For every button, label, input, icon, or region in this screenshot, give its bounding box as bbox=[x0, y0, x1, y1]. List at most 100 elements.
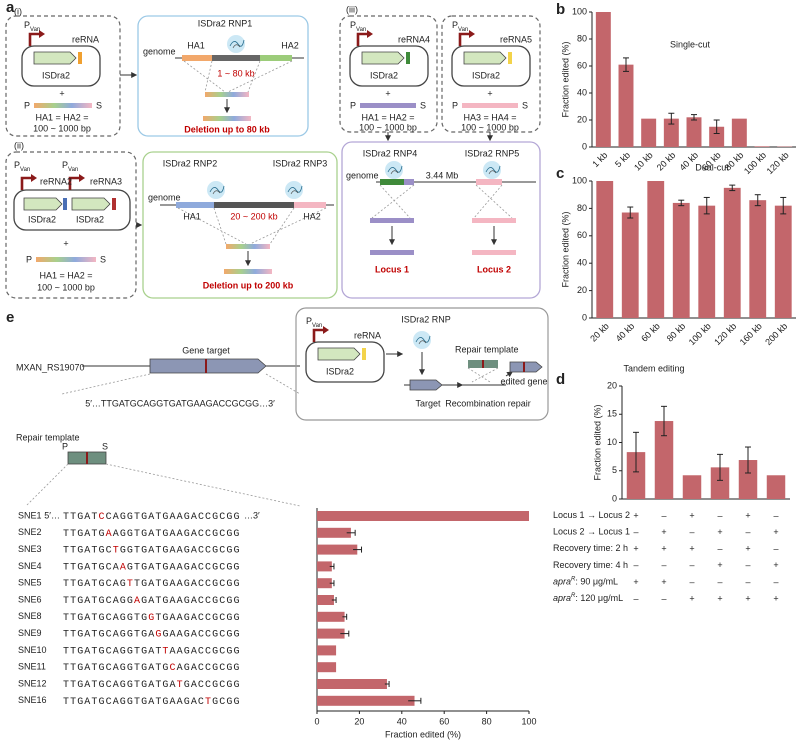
x-tick-label: 40 bbox=[397, 716, 407, 726]
y-tick-label: 60 bbox=[577, 60, 587, 70]
gene-label: ISDra2 bbox=[326, 366, 354, 376]
condition-mark: + bbox=[745, 593, 750, 603]
rna-label: reRNA bbox=[72, 34, 99, 44]
sequence: TTGATGCTGGTGATGAAGACCGCGG bbox=[63, 545, 241, 556]
seq-mutation: T bbox=[162, 646, 169, 657]
seq-mutation: A bbox=[106, 528, 113, 539]
y-tick-label: 40 bbox=[577, 87, 587, 97]
bar bbox=[317, 662, 337, 673]
y-tick-label: 40 bbox=[577, 258, 587, 268]
row-label: SNE1 bbox=[18, 510, 42, 520]
bar bbox=[663, 118, 679, 147]
p-label: P bbox=[62, 441, 68, 451]
result bbox=[224, 269, 272, 274]
ha-label: HA1 = HA2 = bbox=[361, 112, 414, 122]
gene-label: ISDra2 bbox=[28, 214, 56, 224]
promoter: PVan bbox=[306, 316, 322, 328]
condition-label: apra bbox=[553, 593, 571, 603]
seq-part: TGAAGACCGCGG bbox=[155, 612, 240, 623]
y-axis-label: Fraction edited (%) bbox=[560, 41, 570, 117]
gene-label: ISDra2 bbox=[42, 70, 70, 80]
condition-mark: + bbox=[773, 527, 778, 537]
condition-mark: + bbox=[633, 577, 638, 587]
rnp-label: ISDra2 RNP3 bbox=[273, 158, 328, 168]
rnp bbox=[226, 34, 246, 54]
seq-part: TTGATGCAGGTGATG bbox=[63, 663, 170, 674]
bar bbox=[317, 544, 358, 555]
gene-label: ISDra2 bbox=[76, 214, 104, 224]
x-tick-label: 100 bbox=[521, 716, 536, 726]
result bbox=[203, 116, 251, 121]
edited-gene bbox=[509, 361, 543, 373]
bar bbox=[317, 611, 345, 622]
promoter bbox=[20, 176, 32, 190]
bar bbox=[686, 117, 702, 147]
seq-part: GGTGATGAAGACCGCGG bbox=[120, 545, 241, 556]
rnp-label: ISDra2 RNP4 bbox=[363, 148, 418, 158]
x-axis-label: Fraction edited (%) bbox=[385, 729, 461, 739]
seq-part: TTGATGCAGGTG bbox=[63, 612, 148, 623]
deleted bbox=[214, 202, 294, 208]
sequence: TTGATGCAGTTGATGAAGACCGCGG bbox=[63, 579, 241, 590]
p-label: P bbox=[26, 254, 32, 264]
seq-mutation: C bbox=[99, 512, 106, 523]
result-label: Deletion up to 200 kb bbox=[203, 280, 294, 290]
promoter: PVan bbox=[24, 20, 40, 32]
x-tick-label: 60 kb bbox=[639, 321, 662, 344]
seq-mutation: C bbox=[170, 663, 177, 674]
zoom bbox=[25, 463, 301, 507]
seq-part: AGGTGATGAAGACCGCGG bbox=[113, 528, 241, 539]
bar bbox=[317, 561, 332, 572]
plus: + bbox=[63, 238, 68, 248]
condition-mark: – bbox=[661, 510, 666, 520]
sequence: TTGATGCAGGAGATGAAGACCGCGG bbox=[63, 596, 241, 607]
s-label: S bbox=[100, 254, 106, 264]
x-tick-label: 200 kb bbox=[763, 321, 789, 347]
gene bbox=[71, 197, 111, 211]
tag: (iii) bbox=[346, 4, 358, 14]
gene-label: ISDra2 bbox=[370, 70, 398, 80]
y-tick-label: 100 bbox=[572, 6, 587, 16]
bar bbox=[317, 679, 387, 689]
s-label: S bbox=[420, 100, 426, 110]
bar bbox=[709, 126, 725, 147]
x-tick-label: 80 kb bbox=[665, 321, 688, 344]
condition-mark: + bbox=[773, 593, 778, 603]
template bbox=[205, 92, 249, 97]
y-tick-label: 20 bbox=[607, 380, 617, 390]
ha-label: HA1 = HA2 = bbox=[35, 112, 88, 122]
condition-mark: – bbox=[773, 577, 778, 587]
promoter: PVan bbox=[350, 20, 366, 32]
panel-label: a bbox=[6, 0, 15, 16]
genome-label: genome bbox=[148, 192, 181, 202]
condition-mark: + bbox=[633, 510, 638, 520]
seq-part: AAGACCGCGG bbox=[170, 646, 241, 657]
x-tick-label: 20 bbox=[354, 716, 364, 726]
condition-sup: R bbox=[571, 576, 576, 582]
locus bbox=[476, 179, 502, 185]
bar bbox=[738, 460, 758, 499]
tag: (ii) bbox=[14, 140, 24, 150]
bar bbox=[682, 475, 702, 499]
condition-sup: R bbox=[571, 593, 576, 599]
condition-mark: + bbox=[661, 527, 666, 537]
p-label: P bbox=[452, 100, 458, 110]
condition-mark: + bbox=[773, 560, 778, 570]
box bbox=[441, 15, 541, 133]
condition-label: : 90 μg/mL bbox=[575, 577, 618, 587]
zoom bbox=[61, 373, 301, 395]
rna-label: reRNA bbox=[354, 330, 381, 340]
locus-label: Locus 2 bbox=[477, 264, 511, 274]
seq-mutation: T bbox=[177, 680, 184, 691]
ha-right: HA2 bbox=[281, 40, 299, 50]
condition-mark: – bbox=[745, 560, 750, 570]
rna-marker bbox=[78, 52, 82, 64]
panel-label: d bbox=[556, 371, 565, 388]
deleted bbox=[212, 55, 260, 61]
arrow bbox=[505, 371, 513, 378]
panel-label: b bbox=[556, 1, 565, 18]
seq-part: TTGATG bbox=[63, 528, 106, 539]
result bbox=[370, 250, 414, 255]
template bbox=[370, 218, 414, 223]
